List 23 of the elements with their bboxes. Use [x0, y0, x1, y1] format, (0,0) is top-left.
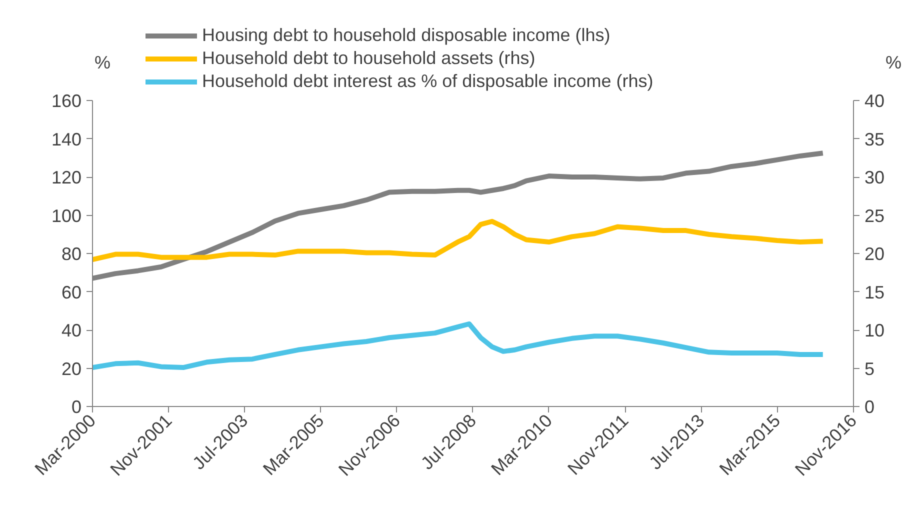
y2-axis-title: %	[886, 52, 902, 72]
y2-tick-label: 30	[864, 168, 885, 188]
legend-label: Household debt to household assets (rhs)	[202, 48, 536, 69]
y2-tick-label: 35	[864, 129, 885, 150]
y2-tick-label: 0	[864, 397, 875, 417]
y2-tick-label: 5	[864, 358, 875, 379]
y-axis-title: %	[94, 52, 111, 72]
legend-label: Housing debt to household disposable income (lhs)	[202, 25, 610, 46]
y-tick-label: 60	[61, 282, 82, 302]
y2-tick-label: 40	[864, 91, 885, 111]
y-tick-label: 100	[51, 206, 82, 226]
y-tick-label: 160	[51, 91, 82, 111]
y2-tick-label: 20	[864, 244, 885, 264]
y-tick-label: 20	[61, 358, 82, 379]
y-tick-label: 80	[61, 244, 82, 264]
y-tick-label: 140	[51, 129, 82, 150]
y-tick-label: 40	[61, 320, 82, 340]
y2-tick-label: 15	[864, 282, 885, 302]
y-tick-label: 120	[51, 168, 82, 188]
y-tick-label: 0	[71, 397, 82, 417]
y2-tick-label: 25	[864, 206, 885, 226]
legend-label: Household debt interest as % of disposable income (rhs)	[202, 71, 654, 92]
y2-tick-label: 10	[864, 320, 885, 340]
